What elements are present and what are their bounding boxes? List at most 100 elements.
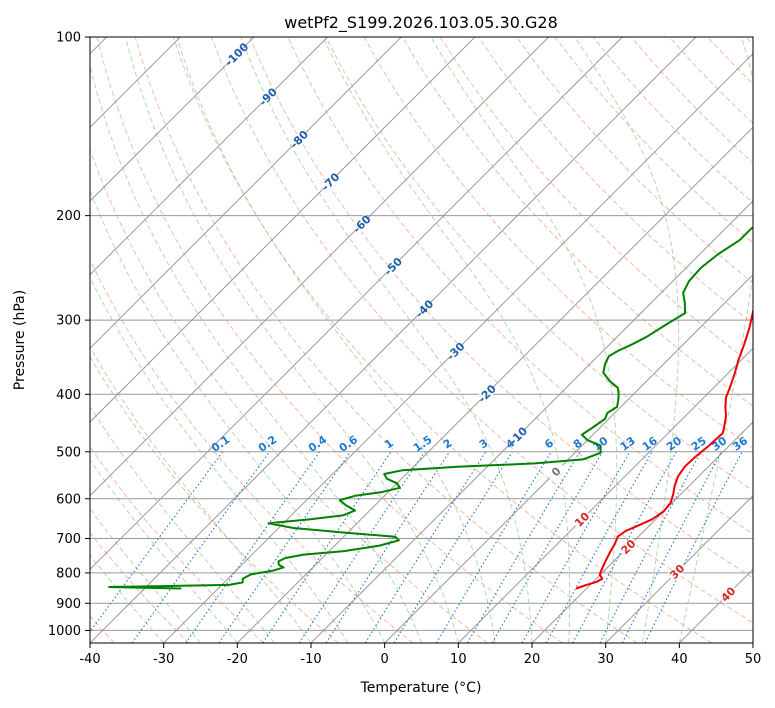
isotherm-line: [310, 200, 753, 643]
moist-adiabat-line: [90, 276, 349, 643]
moist-adiabat-line: [90, 189, 386, 643]
x-tick-label: 20: [524, 652, 541, 667]
temperature-profile-line: [575, 308, 753, 590]
x-tick-label: 40: [671, 652, 688, 667]
y-tick-label: 100: [56, 31, 81, 46]
mixing-ratio-line: [262, 451, 392, 643]
dry-adiabat-line: [211, 37, 753, 624]
isotherm-line: [457, 347, 753, 643]
x-tick-label: 50: [745, 652, 762, 667]
mixing-ratio-lines: [90, 451, 743, 643]
profiles: [108, 226, 753, 590]
dry-adiabat-line: [325, 37, 753, 492]
isotherm-label-backdrop: [445, 341, 466, 361]
mixing-ratio-line: [364, 451, 487, 643]
dry-adiabat-line: [172, 37, 712, 643]
moist-adiabat-line: [90, 405, 275, 643]
isotherm-label-backdrop: [320, 171, 341, 192]
mixing-ratio-line: [572, 451, 677, 643]
isotherm-line: [90, 37, 550, 497]
moist-adiabat-line: [322, 37, 571, 643]
moist-adiabat-line: [125, 37, 459, 643]
x-axis: -40 -30 -20 -10 0 10 20 30 40 50: [79, 643, 761, 667]
mixing-ratio-line: [521, 451, 631, 643]
isotherm-line: [163, 52, 753, 643]
dry-adiabat-line: [516, 37, 753, 284]
dewpoint-profile-line: [108, 226, 753, 590]
y-axis-title: Pressure (hPa): [12, 290, 28, 390]
moist-adiabat-line: [678, 37, 753, 643]
moist-adiabat-line: [430, 37, 618, 643]
x-tick-label: -40: [79, 652, 100, 667]
moist-adiabat-line: [90, 458, 238, 643]
isotherm-label-backdrop: [618, 536, 639, 557]
dry-adiabat-line: [134, 37, 638, 643]
isotherm-label-backdrop: [226, 44, 247, 65]
dry-adiabat-line: [249, 37, 753, 579]
mixing-ratio-line: [545, 451, 653, 643]
dry-adiabat-line: [90, 148, 488, 643]
x-tick-label: -10: [300, 652, 321, 667]
isotherm-line: [236, 126, 753, 643]
x-tick-label: -30: [153, 652, 174, 667]
y-axis: 100 200 300 400 500 600 700 800 900 1000: [48, 31, 90, 639]
mixing-ratio-line: [435, 451, 552, 643]
isotherm-label-backdrop: [546, 461, 566, 482]
isotherm-line: [90, 37, 697, 643]
isotherm-line: [90, 37, 623, 571]
y-tick-label: 700: [56, 532, 81, 547]
mixing-ratio-line: [298, 451, 426, 643]
isotherm-label-backdrop: [258, 86, 278, 107]
chart-title: wetPf2_S199.2026.103.05.30.G28: [284, 13, 558, 33]
isotherm-line: [90, 37, 476, 423]
x-tick-label: 0: [381, 652, 389, 667]
mixing-ratio-line: [644, 451, 743, 643]
dry-adiabat-line: [90, 445, 264, 643]
isotherm-label-backdrop: [414, 298, 435, 319]
isotherms: [90, 37, 753, 643]
y-tick-label: 800: [56, 566, 81, 581]
y-tick-label: 900: [56, 597, 81, 612]
x-tick-label: 30: [597, 652, 614, 667]
isotherm-line: [90, 37, 255, 202]
y-tick-label: 300: [56, 314, 81, 329]
isotherm-label: 0: [546, 461, 566, 482]
dry-adiabat-line: [439, 37, 753, 366]
isotherm-line: [605, 494, 753, 643]
x-tick-label: -20: [227, 652, 248, 667]
isotherm-label-backdrop: [289, 129, 309, 150]
y-tick-label: 500: [56, 445, 81, 460]
y-tick-label: 600: [56, 492, 81, 507]
isotherm-label-backdrop: [351, 214, 372, 234]
isotherm-label-backdrop: [718, 584, 738, 605]
y-tick-label: 200: [56, 209, 81, 224]
x-tick-label: 10: [450, 652, 467, 667]
mixing-ratio-line: [131, 451, 271, 643]
y-tick-label: 400: [56, 388, 81, 403]
moist-adiabat-line: [176, 37, 496, 643]
isotherm-line: [384, 273, 753, 643]
dry-adiabat-line: [96, 37, 563, 643]
y-tick-label: 1000: [48, 624, 81, 639]
moist-adiabats: [90, 37, 753, 643]
isotherm-label-backdrop: [667, 561, 687, 582]
mixing-ratio-line: [90, 451, 224, 633]
x-axis-title: Temperature (°C): [360, 680, 482, 696]
mixing-ratio-line: [599, 451, 702, 643]
isotherm-line: [90, 37, 329, 276]
dry-adiabats: [90, 37, 753, 643]
isotherm-label-backdrop: [508, 425, 529, 446]
dry-adiabat-line: [401, 37, 753, 407]
moist-adiabat-line: [574, 37, 679, 643]
moist-adiabat-line: [240, 37, 533, 643]
mixing-ratio-line: [185, 451, 321, 643]
plot-frame: [89, 36, 754, 644]
isotherm-label-backdrop: [383, 256, 403, 277]
isotherm-label-backdrop: [477, 383, 497, 404]
mixing-ratio-line: [325, 451, 451, 643]
dry-adiabat-line: [90, 355, 339, 643]
isotherm-label-backdrop: [572, 509, 592, 530]
mixing-ratio-line: [218, 451, 351, 643]
